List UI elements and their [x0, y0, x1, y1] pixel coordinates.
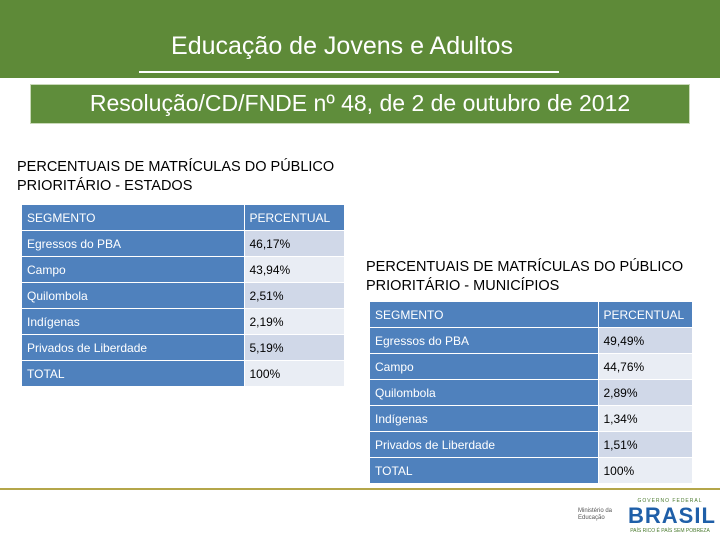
table-row: Privados de Liberdade 5,19% [22, 334, 344, 361]
percent-cell: 100% [243, 360, 344, 386]
segment-cell: Privados de Liberdade [370, 431, 598, 458]
municipios-heading-line2: PRIORITÁRIO - MUNICÍPIOS [366, 278, 560, 294]
percent-cell: 2,19% [243, 308, 344, 335]
table-row: Egressos do PBA 46,17% [22, 230, 344, 257]
segment-cell: Campo [370, 353, 598, 380]
column-header-segmento: SEGMENTO [22, 205, 244, 231]
column-header-percentual: PERCENTUAL [243, 205, 344, 231]
footer [0, 490, 720, 540]
percent-cell: 46,17% [243, 230, 344, 257]
segment-cell: Quilombola [370, 379, 598, 406]
percent-cell: 1,34% [597, 405, 692, 432]
table-row: Privados de Liberdade 1,51% [370, 431, 692, 458]
table-row: Quilombola 2,89% [370, 379, 692, 406]
ministry-logo: Ministério da Educação [578, 508, 614, 522]
percent-cell: 2,89% [597, 379, 692, 406]
segment-cell: Indígenas [22, 308, 244, 335]
segment-cell: Campo [22, 256, 244, 283]
table-header-row: SEGMENTO PERCENTUAL [370, 302, 692, 328]
segment-cell: Egressos do PBA [22, 230, 244, 257]
ministry-line1: Ministério da [578, 508, 613, 514]
footer-divider [0, 488, 720, 490]
estados-heading: PERCENTUAIS DE MATRÍCULAS DO PÚBLICO PRI… [17, 158, 334, 196]
table-header-row: SEGMENTO PERCENTUAL [22, 205, 344, 231]
table-row: Campo 44,76% [370, 353, 692, 380]
brasil-slogan: PAÍS RICO É PAÍS SEM POBREZA [630, 528, 710, 534]
column-header-percentual: PERCENTUAL [597, 302, 692, 328]
segment-cell: Quilombola [22, 282, 244, 309]
header-band [0, 0, 720, 78]
table-row: TOTAL 100% [370, 457, 692, 483]
brasil-top-text: GOVERNO FEDERAL [637, 498, 703, 504]
segment-cell: Egressos do PBA [370, 327, 598, 354]
percent-cell: 1,51% [597, 431, 692, 458]
brasil-logo: GOVERNO FEDERAL BRASIL PAÍS RICO É PAÍS … [628, 498, 716, 536]
municipios-heading-line1: PERCENTUAIS DE MATRÍCULAS DO PÚBLICO [366, 259, 684, 275]
estados-heading-line1: PERCENTUAIS DE MATRÍCULAS DO PÚBLICO [17, 159, 335, 175]
segment-cell: Indígenas [370, 405, 598, 432]
segment-cell: TOTAL [370, 457, 598, 483]
segment-cell: Privados de Liberdade [22, 334, 244, 361]
percent-cell: 2,51% [243, 282, 344, 309]
ministry-line2: Educação [578, 515, 605, 521]
percent-cell: 43,94% [243, 256, 344, 283]
table-row: Campo 43,94% [22, 256, 344, 283]
title-underline [139, 71, 559, 73]
table-row: Indígenas 2,19% [22, 308, 344, 335]
estados-heading-line2: PRIORITÁRIO - ESTADOS [17, 178, 193, 194]
percent-cell: 44,76% [597, 353, 692, 380]
municipios-heading: PERCENTUAIS DE MATRÍCULAS DO PÚBLICO PRI… [366, 258, 683, 296]
brasil-wordmark: BRASIL [628, 503, 716, 528]
page-title: Educação de Jovens e Adultos [171, 32, 513, 60]
table-row: TOTAL 100% [22, 360, 344, 386]
percent-cell: 5,19% [243, 334, 344, 361]
municipios-table: SEGMENTO PERCENTUAL Egressos do PBA 49,4… [370, 302, 692, 483]
table-row: Egressos do PBA 49,49% [370, 327, 692, 354]
resolution-banner: Resolução/CD/FNDE nº 48, de 2 de outubro… [30, 84, 690, 124]
table-row: Indígenas 1,34% [370, 405, 692, 432]
segment-cell: TOTAL [22, 360, 244, 386]
percent-cell: 49,49% [597, 327, 692, 354]
estados-table: SEGMENTO PERCENTUAL Egressos do PBA 46,1… [22, 205, 344, 386]
percent-cell: 100% [597, 457, 692, 483]
column-header-segmento: SEGMENTO [370, 302, 598, 328]
table-row: Quilombola 2,51% [22, 282, 344, 309]
